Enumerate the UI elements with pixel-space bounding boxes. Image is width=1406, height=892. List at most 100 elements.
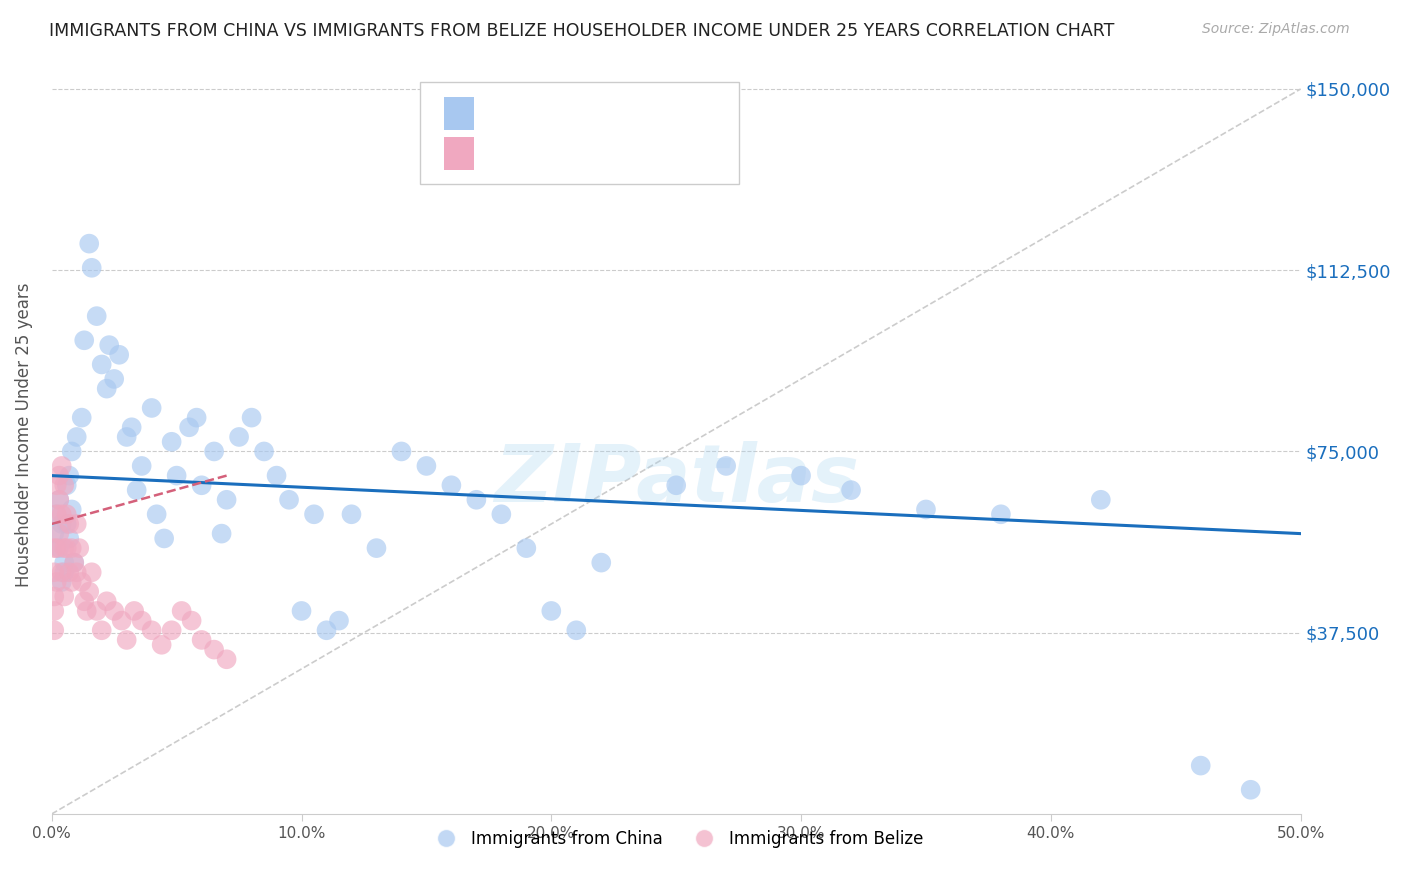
Immigrants from Belize — [44, 590, 66, 604]
Immigrants from China — [70, 410, 93, 425]
Immigrants from China — [51, 574, 73, 589]
Immigrants from Belize — [202, 642, 225, 657]
Immigrants from Belize — [44, 566, 66, 580]
Immigrants from China — [278, 492, 301, 507]
FancyBboxPatch shape — [444, 137, 474, 170]
Text: Source: ZipAtlas.com: Source: ZipAtlas.com — [1202, 22, 1350, 37]
Text: -0.114: -0.114 — [533, 104, 592, 122]
Immigrants from Belize — [51, 458, 73, 473]
Immigrants from China — [60, 444, 83, 458]
Immigrants from China — [290, 604, 312, 618]
Immigrants from Belize — [60, 574, 83, 589]
Immigrants from Belize — [51, 566, 73, 580]
Immigrants from China — [202, 444, 225, 458]
Immigrants from China — [125, 483, 148, 497]
Immigrants from China — [86, 309, 108, 323]
Immigrants from China — [491, 508, 513, 522]
FancyBboxPatch shape — [420, 82, 738, 184]
Immigrants from China — [440, 478, 463, 492]
Immigrants from China — [153, 532, 176, 546]
Immigrants from China — [115, 430, 138, 444]
Immigrants from China — [63, 556, 86, 570]
Immigrants from Belize — [48, 468, 70, 483]
Immigrants from China — [48, 492, 70, 507]
Immigrants from China — [55, 478, 77, 492]
Immigrants from Belize — [66, 566, 89, 580]
Immigrants from China — [565, 624, 588, 638]
Immigrants from China — [108, 348, 131, 362]
Immigrants from China — [44, 526, 66, 541]
Immigrants from Belize — [73, 594, 96, 608]
Immigrants from Belize — [86, 604, 108, 618]
Immigrants from Belize — [77, 584, 100, 599]
Immigrants from China — [53, 556, 76, 570]
Immigrants from China — [96, 382, 118, 396]
Immigrants from Belize — [58, 566, 80, 580]
Immigrants from China — [145, 508, 167, 522]
Immigrants from China — [839, 483, 862, 497]
Text: N =: N = — [614, 104, 645, 122]
Immigrants from China — [160, 434, 183, 449]
Immigrants from China — [1090, 492, 1112, 507]
Immigrants from China — [53, 566, 76, 580]
Immigrants from Belize — [80, 566, 103, 580]
Immigrants from China — [790, 468, 813, 483]
Immigrants from China — [51, 516, 73, 531]
Immigrants from China — [190, 478, 212, 492]
Immigrants from China — [240, 410, 263, 425]
Immigrants from China — [228, 430, 250, 444]
Immigrants from Belize — [58, 516, 80, 531]
Immigrants from Belize — [122, 604, 145, 618]
Immigrants from Belize — [160, 624, 183, 638]
Immigrants from China — [103, 372, 125, 386]
Immigrants from Belize — [96, 594, 118, 608]
Immigrants from China — [990, 508, 1012, 522]
Immigrants from China — [915, 502, 938, 516]
Immigrants from Belize — [66, 516, 89, 531]
Immigrants from China — [366, 541, 388, 555]
Immigrants from China — [121, 420, 143, 434]
Immigrants from Belize — [44, 624, 66, 638]
Immigrants from China — [45, 508, 67, 522]
Immigrants from China — [186, 410, 208, 425]
Text: N =: N = — [614, 145, 645, 162]
Immigrants from China — [60, 502, 83, 516]
Immigrants from Belize — [51, 508, 73, 522]
Immigrants from Belize — [67, 541, 90, 555]
Immigrants from Belize — [55, 541, 77, 555]
Text: IMMIGRANTS FROM CHINA VS IMMIGRANTS FROM BELIZE HOUSEHOLDER INCOME UNDER 25 YEAR: IMMIGRANTS FROM CHINA VS IMMIGRANTS FROM… — [49, 22, 1115, 40]
Immigrants from Belize — [45, 574, 67, 589]
Immigrants from Belize — [55, 508, 77, 522]
Immigrants from China — [515, 541, 537, 555]
Immigrants from Belize — [45, 541, 67, 555]
Immigrants from Belize — [190, 632, 212, 647]
Immigrants from Belize — [44, 541, 66, 555]
Immigrants from Belize — [180, 614, 202, 628]
Immigrants from China — [415, 458, 437, 473]
Immigrants from Belize — [111, 614, 134, 628]
Immigrants from China — [302, 508, 325, 522]
Immigrants from China — [166, 468, 188, 483]
Immigrants from Belize — [44, 604, 66, 618]
Immigrants from China — [391, 444, 413, 458]
Text: 0.183: 0.183 — [533, 145, 585, 162]
Immigrants from China — [328, 614, 350, 628]
Text: 49: 49 — [658, 145, 681, 162]
Immigrants from Belize — [60, 541, 83, 555]
Immigrants from Belize — [103, 604, 125, 618]
Immigrants from Belize — [141, 624, 163, 638]
Immigrants from Belize — [63, 556, 86, 570]
Immigrants from China — [1240, 782, 1263, 797]
Immigrants from China — [591, 556, 613, 570]
Text: R =: R = — [485, 145, 526, 162]
Immigrants from Belize — [115, 632, 138, 647]
Immigrants from China — [73, 333, 96, 347]
FancyBboxPatch shape — [444, 97, 474, 130]
Immigrants from China — [98, 338, 121, 352]
Immigrants from Belize — [131, 614, 153, 628]
Immigrants from China — [58, 468, 80, 483]
Immigrants from China — [58, 532, 80, 546]
Immigrants from Belize — [170, 604, 193, 618]
Immigrants from China — [540, 604, 562, 618]
Immigrants from China — [665, 478, 688, 492]
